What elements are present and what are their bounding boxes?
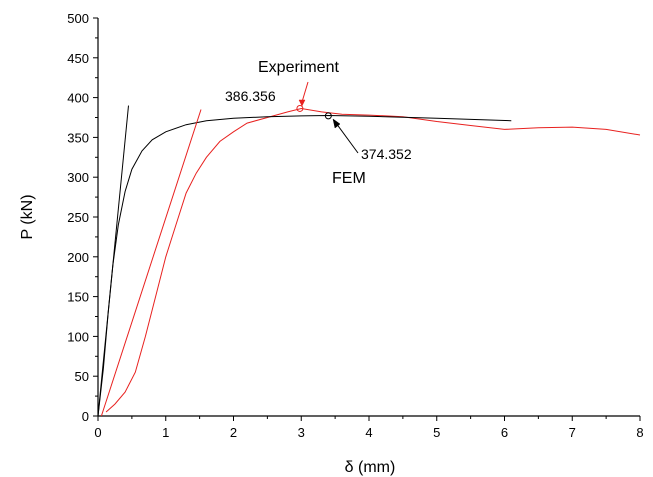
series-layer (97, 105, 641, 417)
series-line-3 (97, 105, 129, 417)
y-tick-label: 350 (67, 130, 89, 145)
y-tick-label: 500 (67, 11, 89, 26)
y-tick-label: 100 (67, 329, 89, 344)
peak-marker-1 (324, 112, 332, 120)
arrow-experiment (298, 81, 309, 107)
y-tick-label: 250 (67, 210, 89, 225)
annotation-experiment-value: 386.356 (225, 88, 276, 104)
x-tick-label: 8 (636, 425, 643, 440)
x-tick-label: 7 (569, 425, 576, 440)
y-axis-label: P (kN) (19, 194, 36, 239)
marker-layer (296, 104, 332, 120)
axes (97, 18, 640, 417)
series-line-2 (100, 109, 202, 417)
y-tick-label: 450 (67, 51, 89, 66)
x-tick-label: 3 (298, 425, 305, 440)
x-tick-label: 1 (162, 425, 169, 440)
arrow-fem (332, 118, 359, 154)
annotation-experiment: Experiment (258, 59, 339, 76)
annotation-fem: FEM (332, 170, 366, 187)
peak-marker-0 (296, 104, 304, 112)
x-tick-label: 5 (433, 425, 440, 440)
x-tick-label: 2 (230, 425, 237, 440)
y-tick-label: 50 (75, 369, 89, 384)
y-tick-label: 200 (67, 250, 89, 265)
series-line-1 (97, 114, 512, 417)
y-tick-label: 300 (67, 170, 89, 185)
series-line-0 (105, 107, 641, 413)
tick-labels: 0 1 2 3 4 5 6 7 8 0 50 100 150 200 250 300 350 400 450 500 (67, 11, 643, 440)
y-tick-label: 150 (67, 290, 89, 305)
y-tick-label: 400 (67, 91, 89, 106)
y-tick-label: 0 (82, 409, 89, 424)
x-axis-label: δ (mm) (345, 459, 396, 476)
x-tick-label: 6 (501, 425, 508, 440)
ticks (93, 17, 641, 421)
annotation-fem-value: 374.352 (361, 146, 412, 162)
x-tick-label: 4 (365, 425, 372, 440)
x-tick-label: 0 (94, 425, 101, 440)
